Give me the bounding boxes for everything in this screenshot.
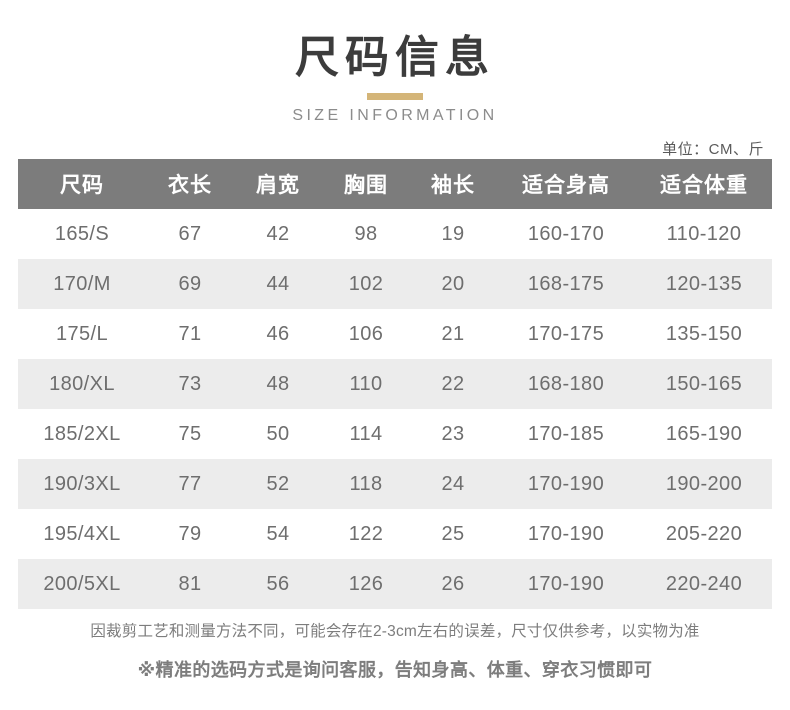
- cell-weight: 190-200: [665, 472, 743, 495]
- cell-length: 77: [178, 472, 202, 495]
- cell-length: 79: [178, 522, 202, 545]
- table-row: 165/S 67 42 98 19 160-170 110-120: [18, 209, 772, 259]
- cell-weight: 150-165: [665, 372, 743, 395]
- page-title: 尺码信息: [295, 32, 495, 83]
- cell-sleeve: 19: [441, 222, 465, 245]
- cell-size: 175/L: [55, 322, 109, 345]
- table-header-row: 尺码 衣长 肩宽 胸围 袖长 适合身高 适合体重: [18, 159, 772, 209]
- cell-length: 67: [178, 222, 202, 245]
- cell-size: 180/XL: [49, 372, 115, 395]
- table-row: 200/5XL 81 56 126 26 170-190 220-240: [18, 559, 772, 609]
- cell-height: 170-190: [527, 572, 605, 595]
- page-subtitle: SIZE INFORMATION: [292, 107, 498, 124]
- cell-shoulder: 52: [266, 472, 290, 495]
- cell-bust: 106: [348, 322, 384, 345]
- cell-bust: 118: [349, 472, 383, 495]
- cell-sleeve: 22: [441, 372, 465, 395]
- cell-bust: 122: [348, 522, 384, 545]
- cell-shoulder: 42: [266, 222, 290, 245]
- cell-length: 69: [178, 272, 202, 295]
- cell-height: 170-185: [527, 422, 605, 445]
- cell-size: 200/5XL: [43, 572, 121, 595]
- cell-shoulder: 54: [266, 522, 290, 545]
- cell-weight: 220-240: [665, 572, 743, 595]
- title-accent-rule: [367, 93, 423, 100]
- page-header: 尺码信息 SIZE INFORMATION: [0, 32, 790, 125]
- cell-bust: 126: [348, 572, 384, 595]
- cell-height: 170-190: [527, 522, 605, 545]
- cell-weight: 205-220: [665, 522, 743, 545]
- cell-bust: 98: [354, 222, 378, 245]
- column-header-height: 适合身高: [496, 159, 636, 209]
- cell-size: 185/2XL: [43, 422, 121, 445]
- cell-sleeve: 20: [441, 272, 465, 295]
- cell-height: 170-175: [527, 322, 605, 345]
- cell-bust: 110: [349, 372, 383, 395]
- cell-shoulder: 50: [266, 422, 290, 445]
- cell-weight: 110-120: [666, 222, 742, 245]
- cell-height: 160-170: [527, 222, 605, 245]
- cell-height: 170-190: [527, 472, 605, 495]
- size-table: 尺码 衣长 肩宽 胸围 袖长 适合身高 适合体重 165/S 67 42 98 19 16…: [18, 159, 772, 609]
- footer-notes: 因裁剪工艺和测量方法不同，可能会存在2-3cm左右的误差，尺寸仅供参考，以实物为…: [0, 620, 790, 684]
- cell-bust: 102: [348, 272, 384, 295]
- table-row: 190/3XL 77 52 118 24 170-190 190-200: [18, 459, 772, 509]
- cell-size: 190/3XL: [43, 472, 121, 495]
- cell-shoulder: 46: [266, 322, 290, 345]
- cell-weight: 165-190: [665, 422, 743, 445]
- note-measurement-tolerance: 因裁剪工艺和测量方法不同，可能会存在2-3cm左右的误差，尺寸仅供参考，以实物为…: [90, 623, 700, 640]
- column-header-shoulder: 肩宽: [234, 159, 322, 209]
- cell-length: 71: [178, 322, 202, 345]
- cell-shoulder: 48: [266, 372, 290, 395]
- cell-bust: 114: [349, 422, 383, 445]
- cell-size: 170/M: [53, 272, 111, 295]
- cell-length: 75: [178, 422, 202, 445]
- cell-sleeve: 26: [441, 572, 465, 595]
- table-row: 185/2XL 75 50 114 23 170-185 165-190: [18, 409, 772, 459]
- table-row: 195/4XL 79 54 122 25 170-190 205-220: [18, 509, 772, 559]
- column-header-weight: 适合体重: [636, 159, 772, 209]
- cell-sleeve: 21: [441, 322, 465, 345]
- cell-length: 73: [178, 372, 202, 395]
- cell-weight: 135-150: [665, 322, 743, 345]
- table-row: 175/L 71 46 106 21 170-175 135-150: [18, 309, 772, 359]
- cell-sleeve: 24: [441, 472, 465, 495]
- cell-height: 168-180: [527, 372, 605, 395]
- table-header: 尺码 衣长 肩宽 胸围 袖长 适合身高 适合体重: [18, 159, 772, 209]
- note-contact-service: ※精准的选码方式是询问客服，告知身高、体重、穿衣习惯即可: [137, 660, 653, 681]
- table-row: 170/M 69 44 102 20 168-175 120-135: [18, 259, 772, 309]
- column-header-length: 衣长: [146, 159, 234, 209]
- cell-sleeve: 23: [441, 422, 465, 445]
- cell-size: 195/4XL: [43, 522, 121, 545]
- size-table-container: 尺码 衣长 肩宽 胸围 袖长 适合身高 适合体重 165/S 67 42 98 19 16…: [18, 159, 772, 609]
- table-body: 165/S 67 42 98 19 160-170 110-120 170/M 69 44 102 2…: [18, 209, 772, 609]
- cell-height: 168-175: [527, 272, 605, 295]
- cell-weight: 120-135: [665, 272, 743, 295]
- cell-length: 81: [178, 572, 202, 595]
- column-header-bust: 胸围: [322, 159, 410, 209]
- column-header-sleeve: 袖长: [410, 159, 496, 209]
- table-row: 180/XL 73 48 110 22 168-180 150-165: [18, 359, 772, 409]
- cell-shoulder: 56: [266, 572, 290, 595]
- cell-sleeve: 25: [441, 522, 465, 545]
- column-header-size: 尺码: [18, 159, 146, 209]
- cell-size: 165/S: [54, 222, 110, 245]
- cell-shoulder: 44: [266, 272, 290, 295]
- unit-note: 单位：CM、斤: [662, 141, 764, 158]
